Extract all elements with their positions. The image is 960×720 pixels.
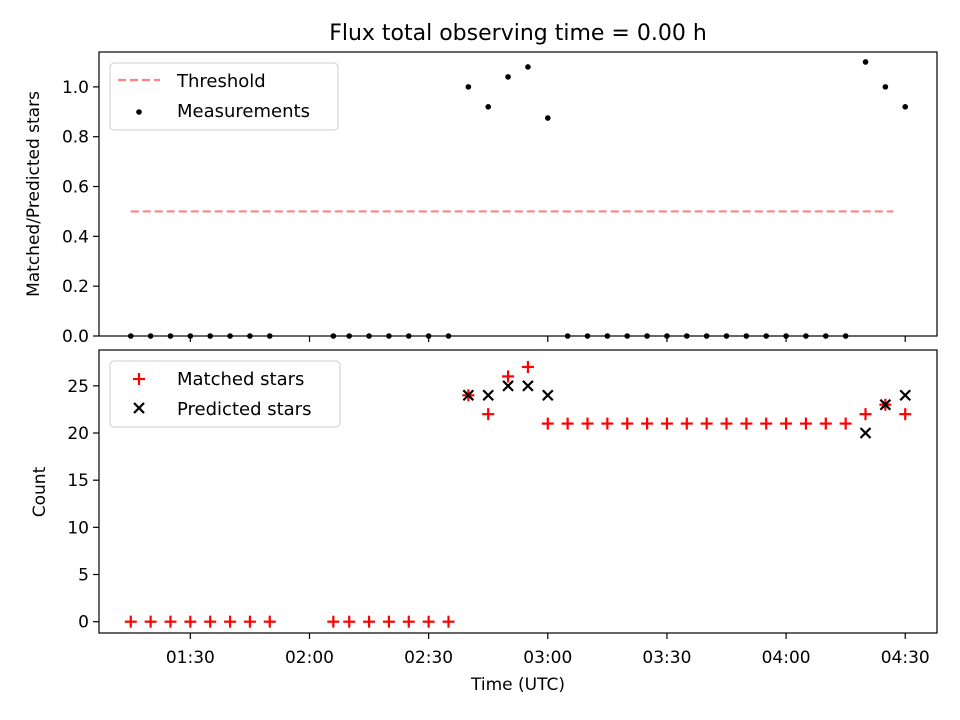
matched-star-point [124, 615, 137, 628]
count-y-tick-label: 5 [78, 566, 89, 586]
ratio-y-axis-label: Matched/Predicted stars [24, 91, 44, 297]
x-tick-label: 03:00 [523, 648, 572, 668]
x-tick-label: 02:30 [404, 648, 453, 668]
legend-measurements-label: Measurements [177, 101, 310, 122]
count-points-layer [124, 360, 912, 628]
ratio-plot-frame [98, 51, 938, 337]
ratio-legend: Threshold Measurements [109, 62, 339, 131]
predicted-star-point [502, 380, 514, 392]
predicted-star-point [462, 389, 475, 402]
legend-threshold-label: Threshold [176, 71, 266, 92]
ratio-y-tick-label: 0.0 [62, 327, 89, 347]
predicted-star-point [879, 398, 892, 411]
count-y-tick-label: 10 [67, 518, 89, 538]
figure-title: Flux total observing time = 0.00 h [329, 21, 707, 46]
count-y-tick-label: 25 [67, 377, 89, 397]
x-tick-label: 01:30 [166, 648, 215, 668]
x-axis-label: Time (UTC) [470, 675, 565, 695]
ratio-legend-box [109, 62, 339, 131]
matched-star-point [760, 417, 773, 430]
count-panel: 0 5 10 15 20 25 01:30 02:00 02:30 03:00 03:30 04:0… [30, 349, 938, 695]
measurement-point [485, 104, 492, 110]
x-tick-label: 04:30 [881, 648, 930, 668]
predicted-star-point [522, 380, 534, 392]
count-legend: Matched stars Predicted stars [109, 360, 341, 428]
legend-predicted-label: Predicted stars [177, 399, 311, 420]
count-y-tick-label: 0 [78, 613, 89, 633]
count-y-tick-label: 15 [67, 471, 89, 491]
matched-star-point [243, 615, 256, 628]
matched-star-point [561, 417, 574, 430]
measurement-point [882, 84, 889, 90]
matched-star-point [343, 615, 356, 628]
ratio-y-tick-label: 0.6 [62, 178, 89, 198]
matched-star-point [621, 417, 634, 430]
ratio-y-tick-label: 1.0 [62, 78, 89, 98]
measurement-point [525, 64, 531, 70]
count-y-ticks: 0 5 10 15 20 25 [67, 377, 99, 633]
matched-star-point [144, 615, 157, 628]
x-tick-label: 02:00 [285, 648, 334, 668]
matched-star-point [839, 417, 852, 430]
matched-star-point [164, 615, 177, 628]
count-x-ticks: 01:30 02:00 02:30 03:00 03:30 04:00 04:30 [166, 633, 930, 668]
matched-star-point [899, 408, 912, 421]
matched-star-point [263, 615, 276, 628]
count-legend-box [109, 360, 341, 428]
measurement-point [902, 104, 909, 110]
legend-measurements-swatch [136, 109, 142, 115]
x-tick-label: 03:30 [642, 648, 691, 668]
matched-star-point [402, 615, 415, 628]
legend-matched-swatch [133, 373, 145, 385]
count-plot-frame [98, 349, 938, 634]
matched-star-point [799, 417, 812, 430]
legend-matched-label: Matched stars [177, 369, 304, 390]
measurement-point [862, 59, 869, 65]
matched-star-point [363, 615, 376, 628]
predicted-star-point [859, 427, 872, 439]
matched-star-point [521, 360, 534, 373]
matched-star-point [541, 417, 554, 430]
ratio-y-tick-label: 0.8 [62, 128, 89, 148]
matched-star-point [204, 615, 217, 628]
matched-star-point [641, 417, 654, 430]
matched-star-point [382, 615, 395, 628]
legend-predicted-swatch [133, 402, 145, 414]
ratio-x-ticks [189, 336, 906, 342]
matched-star-point [819, 417, 832, 430]
ratio-y-tick-label: 0.4 [62, 227, 89, 247]
count-y-axis-label: Count [30, 466, 50, 517]
measurement-point [544, 115, 551, 121]
count-y-tick-label: 20 [67, 424, 89, 444]
matched-star-point [601, 417, 614, 430]
matched-star-point [660, 417, 673, 430]
matched-star-point [720, 417, 733, 430]
matched-star-point [422, 615, 435, 628]
measurement-point [465, 84, 472, 90]
matched-star-point [224, 615, 237, 628]
measurement-point [505, 74, 511, 80]
ratio-y-ticks: 0.0 0.2 0.4 0.6 0.8 1.0 [62, 78, 99, 347]
matched-star-point [442, 615, 455, 628]
matched-star-point [482, 408, 495, 421]
matched-star-point [502, 370, 515, 383]
matched-star-point [859, 408, 872, 421]
matched-star-point [581, 417, 594, 430]
matched-star-point [700, 417, 713, 430]
predicted-star-point [899, 389, 912, 402]
matched-star-point [780, 417, 793, 430]
ratio-y-tick-label: 0.2 [62, 277, 89, 297]
matched-star-point [327, 615, 340, 628]
x-tick-label: 04:00 [762, 648, 811, 668]
matched-star-point [740, 417, 753, 430]
predicted-star-point [482, 389, 494, 402]
predicted-star-point [542, 389, 554, 402]
matched-star-point [184, 615, 197, 628]
matched-star-point [680, 417, 693, 430]
ratio-panel: 0.0 0.2 0.4 0.6 0.8 1.0 Matched/Predicted sta… [24, 51, 938, 347]
